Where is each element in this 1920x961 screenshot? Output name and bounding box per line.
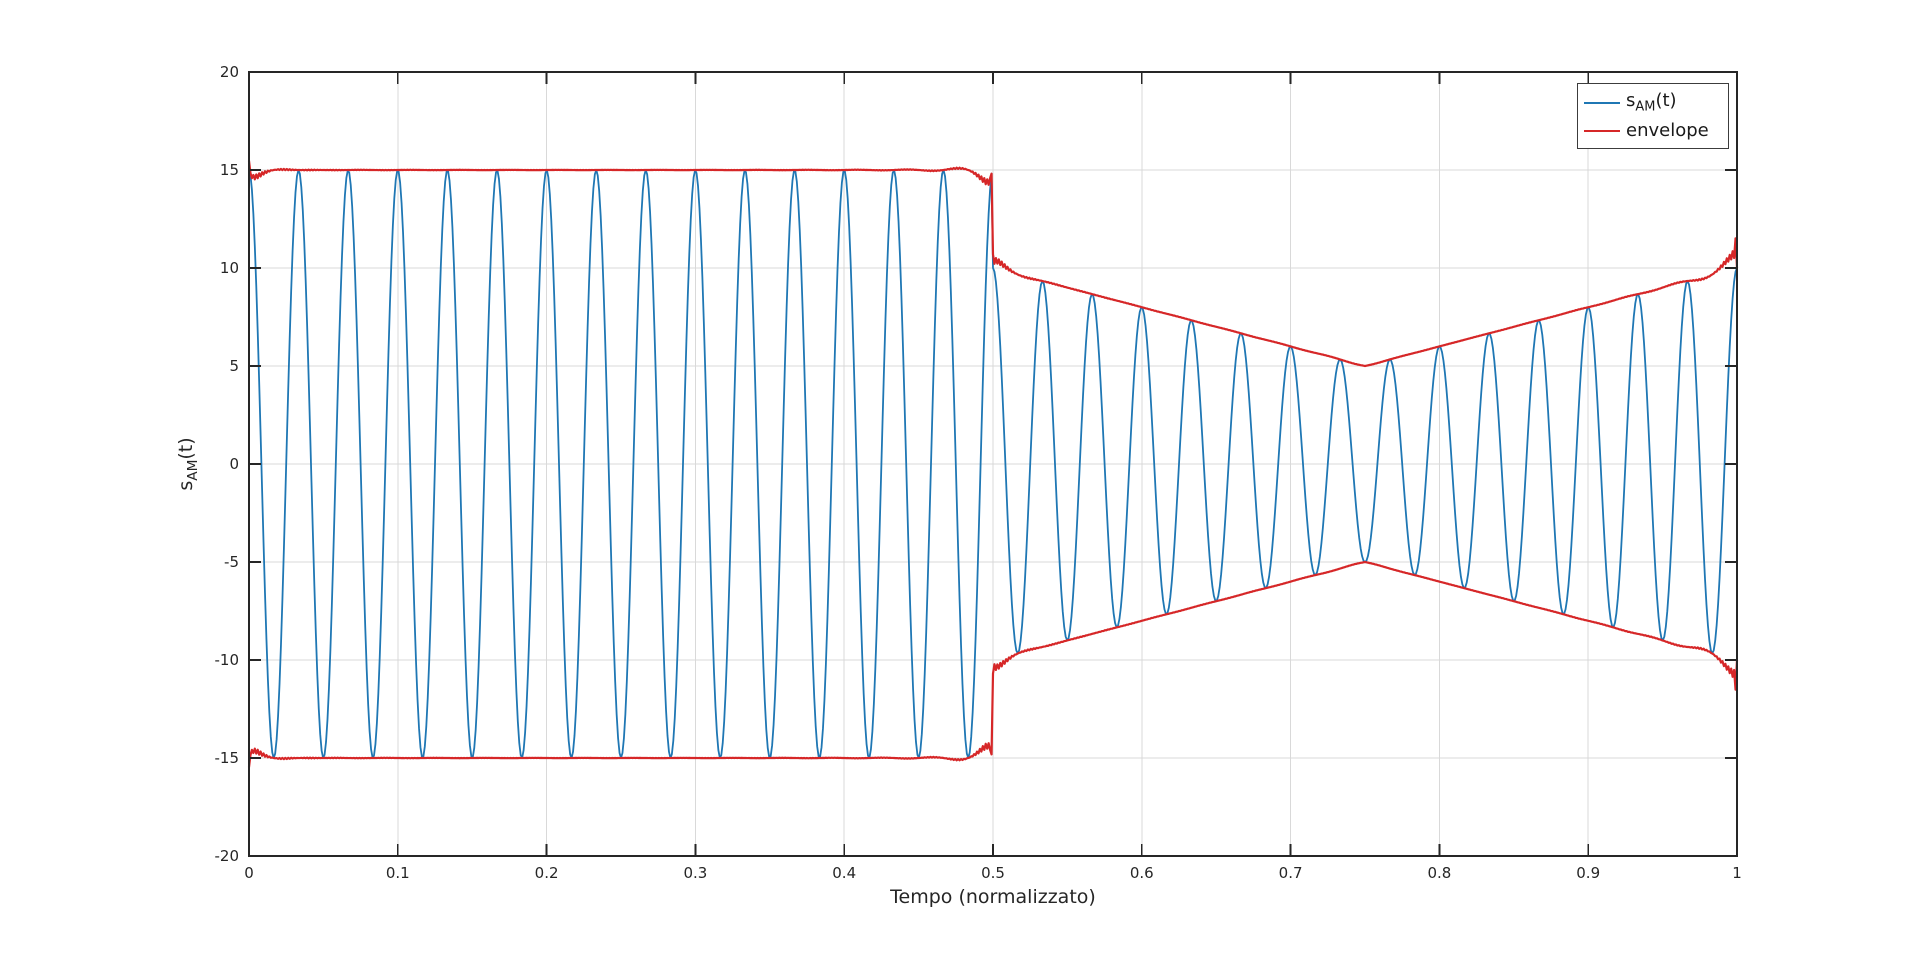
y-tick-label: -10 (215, 651, 240, 669)
y-axis-label: sAM(t) (175, 437, 201, 490)
envelope-lower-line (247, 560, 1739, 768)
y-tick-label: -20 (215, 847, 240, 865)
x-axis-label: Tempo (normalizzato) (890, 886, 1096, 908)
legend-signal-base: s (1626, 90, 1636, 112)
y-tick-labels: -20 -15 -10 -5 0 5 10 15 20 (215, 63, 240, 865)
x-tick-label: 0.1 (386, 864, 410, 882)
x-tick-labels: 0 0.1 0.2 0.3 0.4 0.5 0.6 0.7 0.8 0.9 1 (244, 864, 1742, 882)
tick-marks (248, 71, 1738, 857)
y-axis-label-base: s (175, 480, 198, 491)
y-tick-label: 0 (229, 455, 239, 473)
x-tick-label: 0.4 (832, 864, 856, 882)
x-tick-label: 0.2 (535, 864, 559, 882)
envelope-upper-line (247, 160, 1739, 368)
y-axis-label-subscript: AM (184, 459, 201, 481)
grid-lines (248, 71, 1738, 857)
legend-signal-suffix: (t) (1655, 90, 1677, 112)
y-axis-label-suffix: (t) (175, 437, 198, 460)
y-tick-label: 5 (229, 357, 239, 375)
legend-label-envelope: envelope (1626, 119, 1709, 141)
x-tick-label: 0.5 (981, 864, 1005, 882)
x-tick-label: 0.3 (683, 864, 707, 882)
y-tick-label: 20 (220, 63, 239, 81)
legend-label-signal: sAM(t) (1626, 91, 1677, 115)
legend-swatch-envelope (1584, 129, 1620, 132)
x-tick-label: 0.8 (1427, 864, 1451, 882)
legend-signal-subscript: AM (1635, 100, 1656, 116)
x-tick-label: 1 (1732, 864, 1742, 882)
x-tick-label: 0.6 (1130, 864, 1154, 882)
legend-item-envelope: envelope (1584, 119, 1722, 141)
y-tick-label: 10 (220, 259, 239, 277)
y-tick-label: -15 (215, 749, 240, 767)
legend: sAM(t) envelope (1577, 83, 1729, 149)
y-tick-label: -5 (224, 553, 239, 571)
y-tick-label: 15 (220, 161, 239, 179)
x-tick-label: 0.9 (1576, 864, 1600, 882)
x-tick-label: 0.7 (1279, 864, 1303, 882)
legend-item-signal: sAM(t) (1584, 91, 1722, 115)
legend-swatch-signal (1584, 102, 1620, 105)
x-tick-label: 0 (244, 864, 254, 882)
